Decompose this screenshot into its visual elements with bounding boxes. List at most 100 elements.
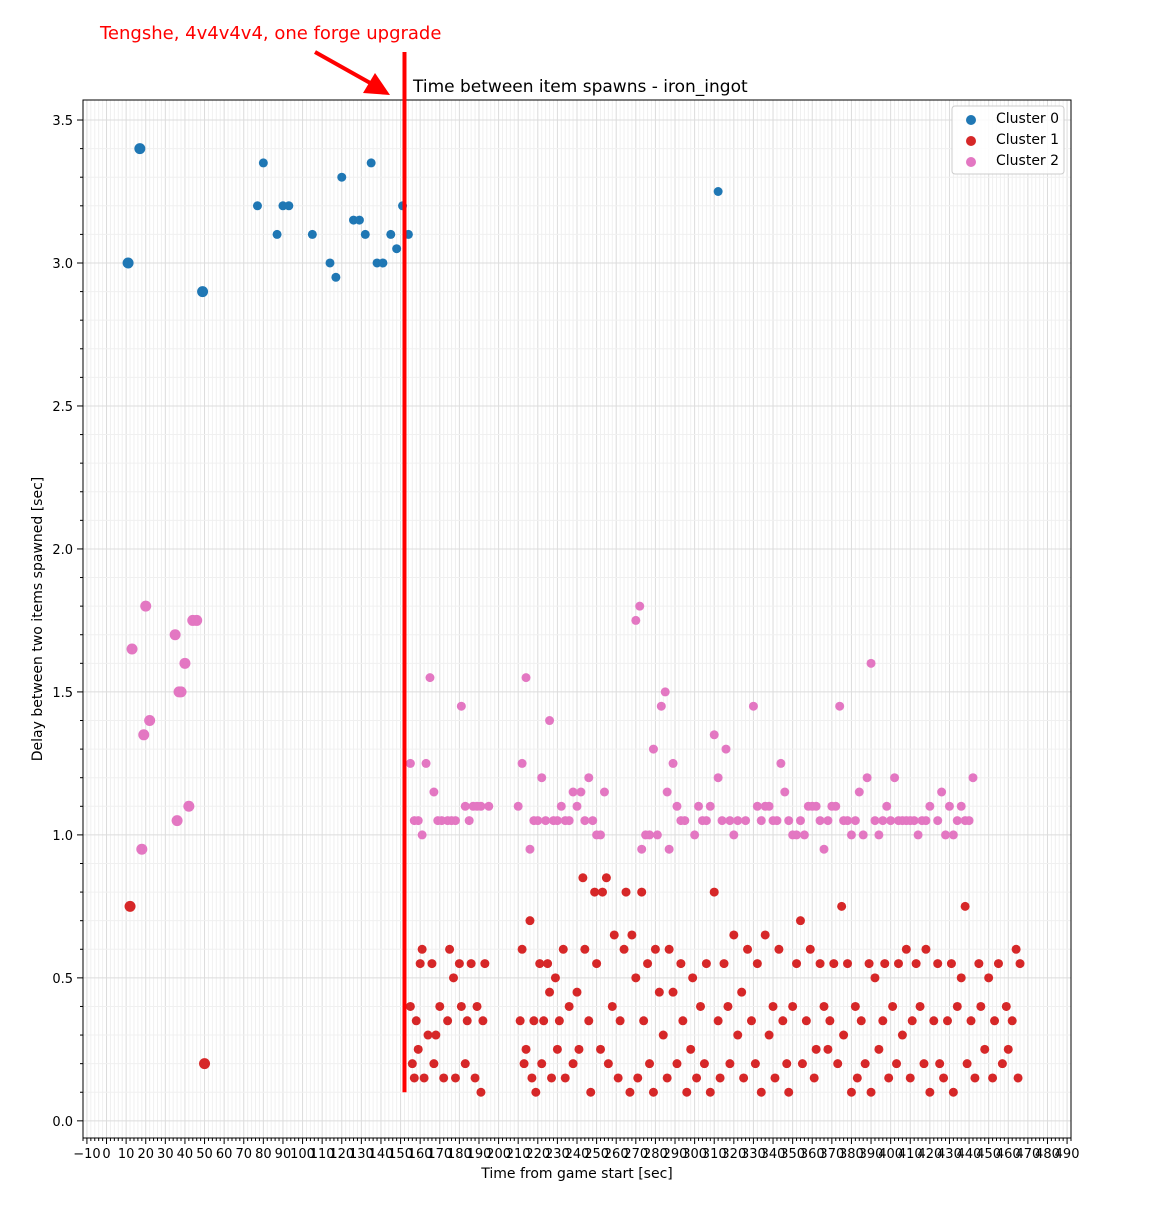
grid	[82, 100, 1072, 1138]
data-point-cluster-2	[944, 801, 954, 811]
data-point-cluster-1	[470, 1073, 480, 1083]
data-point-cluster-1	[619, 944, 629, 954]
x-tick-label: 80	[255, 1147, 272, 1162]
data-point-cluster-0	[122, 257, 134, 269]
data-point-cluster-1	[648, 1087, 658, 1097]
data-point-cluster-1	[980, 1044, 990, 1054]
x-tick-label: 140	[369, 1147, 394, 1162]
data-point-cluster-1	[782, 1059, 792, 1069]
x-tick-label: 230	[545, 1147, 570, 1162]
data-point-cluster-2	[521, 673, 531, 683]
data-point-cluster-2	[136, 843, 148, 855]
data-point-cluster-1	[462, 1016, 472, 1026]
data-point-cluster-2	[854, 787, 864, 797]
data-point-cluster-1	[627, 930, 637, 940]
data-point-cluster-1	[815, 959, 825, 969]
data-point-cluster-1	[601, 873, 611, 883]
data-point-cluster-1	[405, 1001, 415, 1011]
data-point-cluster-2	[913, 830, 923, 840]
data-point-cluster-2	[425, 673, 435, 683]
data-point-cluster-2	[584, 773, 594, 783]
x-axis-title: Time from game start [sec]	[480, 1166, 673, 1182]
data-point-cluster-1	[956, 973, 966, 983]
x-tick-label: 150	[388, 1147, 413, 1162]
x-tick-label: 370	[819, 1147, 844, 1162]
data-point-cluster-2	[870, 816, 880, 826]
data-point-cluster-1	[809, 1073, 819, 1083]
data-point-cluster-2	[921, 816, 931, 826]
data-point-cluster-2	[721, 744, 731, 754]
data-point-cluster-1	[880, 959, 890, 969]
data-point-cluster-2	[705, 801, 715, 811]
x-tick-label: 400	[878, 1147, 903, 1162]
data-point-cluster-2	[831, 801, 841, 811]
data-point-cluster-1	[531, 1087, 541, 1097]
data-point-cluster-1	[550, 973, 560, 983]
x-tick-label: 330	[741, 1147, 766, 1162]
data-point-cluster-2	[552, 816, 562, 826]
x-tick-label: 420	[917, 1147, 942, 1162]
data-point-cluster-1	[939, 1073, 949, 1083]
data-point-cluster-2	[748, 701, 758, 711]
data-point-cluster-2	[937, 787, 947, 797]
data-point-cluster-0	[378, 258, 388, 268]
data-point-cluster-2	[846, 830, 856, 840]
data-point-cluster-1	[668, 987, 678, 997]
x-tick-label: 100	[290, 1147, 315, 1162]
data-point-cluster-1	[901, 944, 911, 954]
data-point-cluster-1	[568, 1059, 578, 1069]
data-point-cluster-1	[615, 1016, 625, 1026]
data-point-cluster-1	[480, 959, 490, 969]
y-tick-label: 0.0	[52, 1115, 73, 1130]
data-point-cluster-2	[464, 816, 474, 826]
data-point-cluster-2	[890, 773, 900, 783]
data-point-cluster-1	[907, 1016, 917, 1026]
x-tick-label: 360	[800, 1147, 825, 1162]
data-point-cluster-1	[435, 1001, 445, 1011]
legend-marker-cluster-0	[966, 115, 976, 125]
data-point-cluster-1	[915, 1001, 925, 1011]
data-point-cluster-2	[417, 830, 427, 840]
data-point-cluster-2	[729, 830, 739, 840]
x-tick-label: 340	[761, 1147, 786, 1162]
data-point-cluster-1	[911, 959, 921, 969]
data-point-cluster-2	[690, 830, 700, 840]
data-point-cluster-1	[552, 1044, 562, 1054]
x-tick-label: 60	[216, 1147, 233, 1162]
x-tick-label: 260	[604, 1147, 629, 1162]
data-point-cluster-1	[429, 1059, 439, 1069]
x-tick-label: 250	[584, 1147, 609, 1162]
data-point-cluster-2	[144, 715, 156, 727]
x-tick-label: 220	[525, 1147, 550, 1162]
data-point-cluster-2	[460, 801, 470, 811]
data-point-cluster-0	[392, 244, 402, 254]
data-point-cluster-2	[968, 773, 978, 783]
data-point-cluster-1	[846, 1087, 856, 1097]
data-point-cluster-1	[825, 1016, 835, 1026]
x-tick-label: 490	[1055, 1147, 1080, 1162]
data-point-cluster-1	[696, 1001, 705, 1011]
data-point-cluster-1	[431, 1030, 441, 1040]
data-point-cluster-2	[537, 773, 547, 783]
data-point-cluster-1	[535, 959, 545, 969]
data-point-cluster-0	[331, 272, 341, 282]
data-point-cluster-1	[449, 973, 458, 983]
data-point-cluster-1	[837, 901, 847, 911]
data-point-cluster-1	[829, 959, 839, 969]
data-point-cluster-2	[819, 844, 829, 854]
data-point-cluster-1	[893, 959, 903, 969]
data-point-cluster-2	[925, 801, 935, 811]
data-point-cluster-1	[774, 944, 784, 954]
data-point-cluster-1	[537, 1059, 547, 1069]
data-point-cluster-2	[776, 758, 786, 768]
data-point-cluster-1	[801, 1016, 811, 1026]
data-point-cluster-2	[815, 816, 825, 826]
data-point-cluster-1	[833, 1059, 843, 1069]
x-tick-label: 50	[196, 1147, 213, 1162]
data-point-cluster-1	[739, 1073, 749, 1083]
data-point-cluster-1	[586, 1087, 596, 1097]
data-point-cluster-1	[795, 916, 805, 926]
data-point-cluster-2	[680, 816, 690, 826]
data-point-cluster-2	[878, 816, 888, 826]
data-point-cluster-1	[709, 887, 719, 897]
